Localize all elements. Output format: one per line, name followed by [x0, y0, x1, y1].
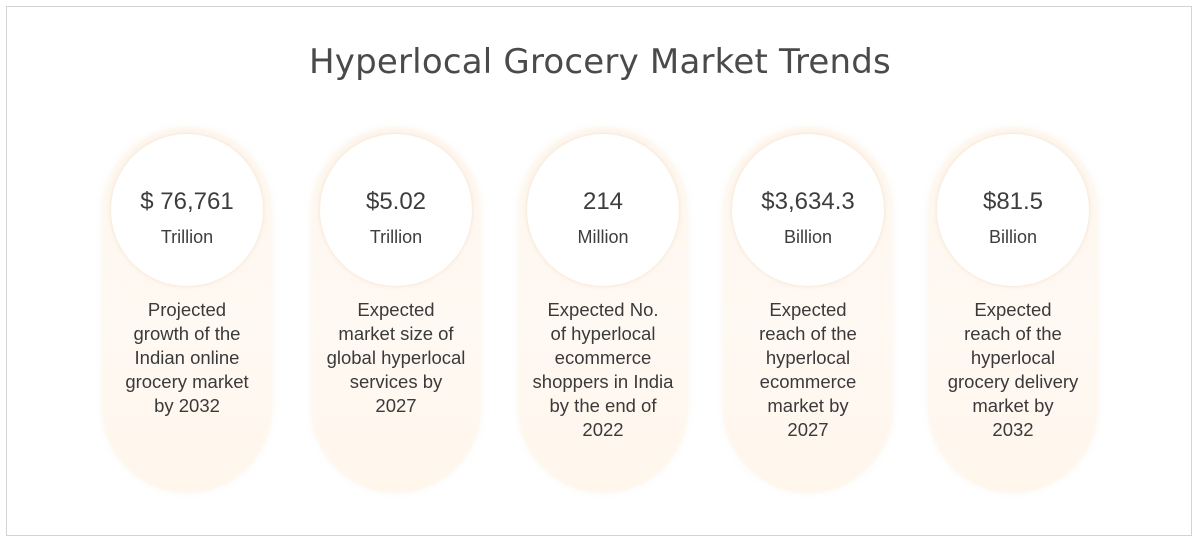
- stat-circle: $3,634.3 Billion: [732, 134, 884, 286]
- infographic-title: Hyperlocal Grocery Market Trends: [309, 42, 891, 82]
- stat-card-hyperlocal-shoppers-india: 214 Million Expected No. of hyperlocal e…: [519, 128, 687, 492]
- description-line: hyperlocal: [970, 347, 1056, 368]
- description-line: Expected: [974, 299, 1052, 320]
- stat-value: 214: [582, 188, 624, 215]
- description-line: 2027: [787, 419, 829, 440]
- stat-description: Expected reach of the hyperlocal grocery…: [935, 298, 1091, 442]
- description-line: of hyperlocal: [550, 323, 656, 344]
- description-line: Expected: [357, 299, 435, 320]
- description-line: reach of the: [964, 323, 1062, 344]
- description-line: market size of: [338, 323, 454, 344]
- description-line: ecommerce: [554, 347, 652, 368]
- stat-unit: Million: [577, 227, 629, 247]
- description-line: 2032: [992, 419, 1034, 440]
- description-line: global hyperlocal: [326, 347, 466, 368]
- stat-circle: $ 76,761 Trillion: [111, 134, 263, 286]
- stat-circle: $5.02 Trillion: [320, 134, 472, 286]
- description-line: Expected No.: [547, 299, 659, 320]
- stat-value: $5.02: [365, 188, 427, 215]
- description-line: Projected: [147, 299, 227, 320]
- stat-description: Expected No. of hyperlocal ecommerce sho…: [525, 298, 681, 442]
- description-line: reach of the: [759, 323, 857, 344]
- stat-card-indian-online-grocery: $ 76,761 Trillion Projected growth of th…: [103, 128, 271, 492]
- stat-description: Expected market size of global hyperloca…: [318, 298, 474, 418]
- description-line: 2022: [582, 419, 624, 440]
- description-line: grocery delivery: [947, 371, 1079, 392]
- stat-value: $3,634.3: [761, 188, 855, 215]
- stat-description: Expected reach of the hyperlocal ecommer…: [730, 298, 886, 442]
- stat-card-hyperlocal-grocery-delivery: $81.5 Billion Expected reach of the hype…: [929, 128, 1097, 492]
- stat-card-hyperlocal-ecommerce-market: $3,634.3 Billion Expected reach of the h…: [724, 128, 892, 492]
- stat-card-global-hyperlocal-services: $5.02 Trillion Expected market size of g…: [312, 128, 480, 492]
- stat-circle: 214 Million: [527, 134, 679, 286]
- stat-description: Projected growth of the Indian online gr…: [109, 298, 265, 418]
- description-line: by the end of: [549, 395, 657, 416]
- description-line: by 2032: [154, 395, 220, 416]
- stat-value: $81.5: [982, 188, 1044, 215]
- description-line: market by: [972, 395, 1054, 416]
- stat-circle: $81.5 Billion: [937, 134, 1089, 286]
- stat-unit: Billion: [783, 227, 833, 247]
- description-line: ecommerce: [759, 371, 857, 392]
- stat-value: $ 76,761: [140, 188, 234, 215]
- description-line: grocery market: [125, 371, 249, 392]
- description-line: Expected: [769, 299, 847, 320]
- description-line: market by: [767, 395, 849, 416]
- description-line: Indian online: [134, 347, 240, 368]
- description-line: shoppers in India: [532, 371, 674, 392]
- description-line: growth of the: [133, 323, 241, 344]
- stat-unit: Trillion: [160, 227, 214, 247]
- description-line: 2027: [375, 395, 417, 416]
- stat-unit: Trillion: [369, 227, 423, 247]
- stat-unit: Billion: [988, 227, 1038, 247]
- description-line: services by: [349, 371, 443, 392]
- description-line: hyperlocal: [765, 347, 851, 368]
